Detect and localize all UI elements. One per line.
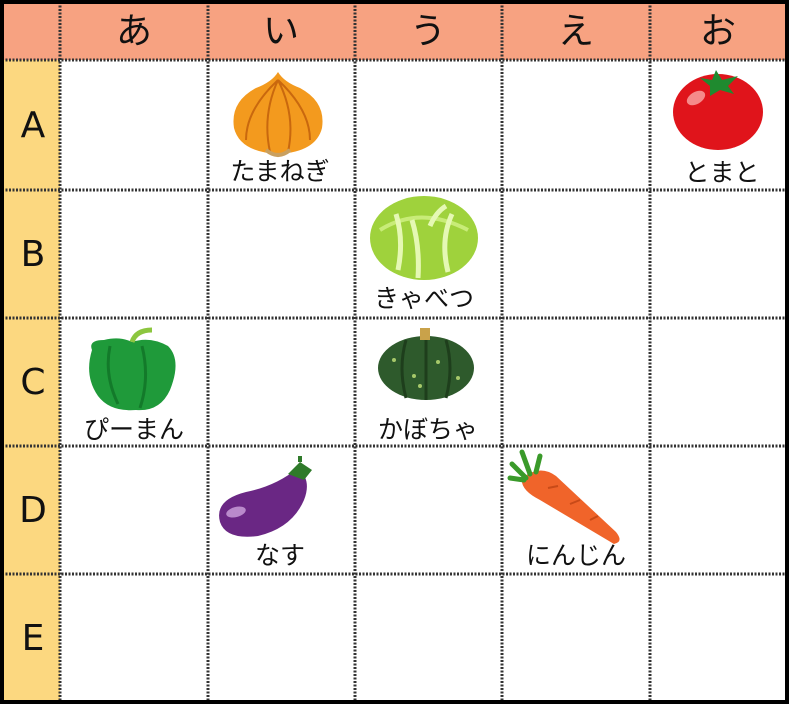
item-label: かぼちゃ [378,415,478,444]
item-label: なす [255,541,305,570]
row-header: A [21,105,46,146]
item-label: ぴーまん [84,415,184,444]
row-header: D [19,490,47,531]
pumpkin-icon [378,328,474,400]
onion-icon [233,72,323,157]
column-header: い [263,11,299,52]
carrot-icon [507,449,620,544]
item-label: きゃべつ [374,284,474,313]
column-header: う [410,11,446,52]
row-header: B [21,234,46,275]
item-label: にんじん [526,541,626,570]
column-header: お [700,11,736,52]
row-header: E [22,618,45,659]
column-header: え [558,11,594,52]
column-header: あ [116,11,152,52]
eggplant-icon [219,456,312,537]
cabbage-icon [370,196,478,280]
item-label: たまねぎ [230,157,329,186]
item-label: とまと [684,158,759,187]
pepper-icon [89,327,176,411]
tomato-icon [673,70,763,150]
header-row [2,2,787,60]
row-header: C [20,362,45,403]
row-header-column [2,60,60,702]
